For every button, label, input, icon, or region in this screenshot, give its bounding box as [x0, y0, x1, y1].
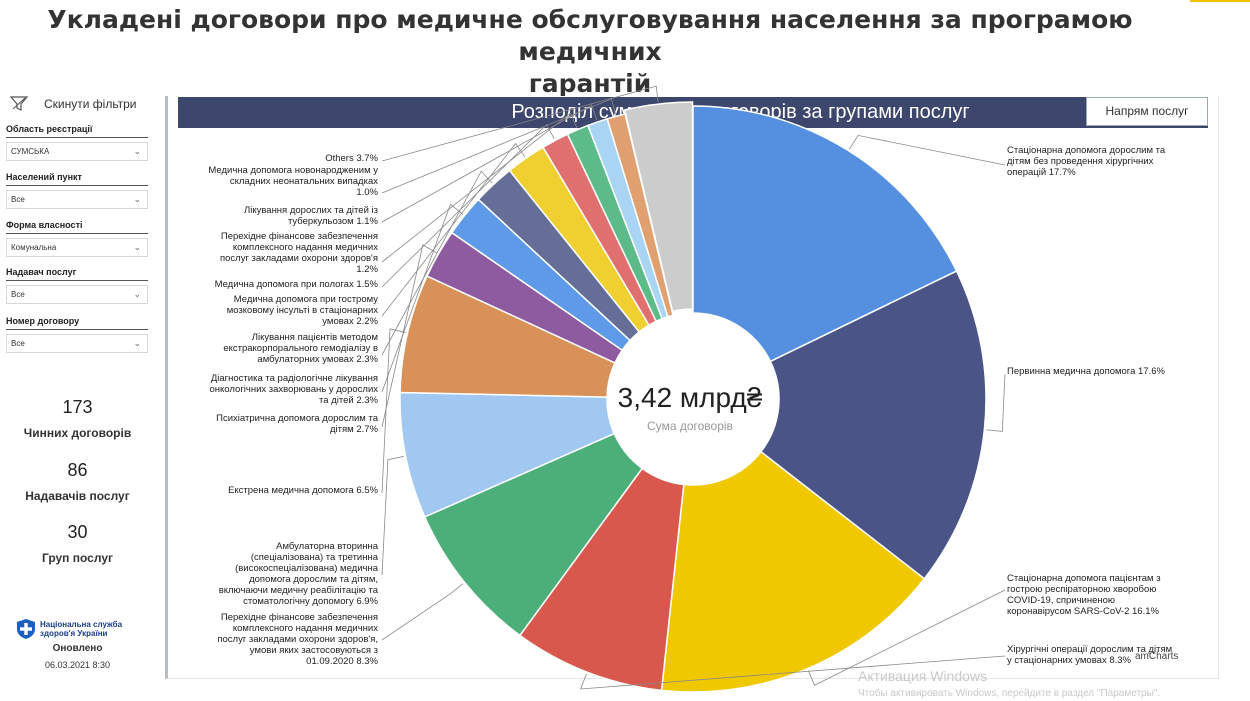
filter-contract-number: Номер договору Все ⌄	[6, 316, 148, 353]
pie-leader-line	[381, 583, 464, 641]
direction-button[interactable]: Напрям послуг	[1086, 97, 1208, 126]
pie-slice-0[interactable]	[692, 105, 958, 363]
kpi-value: 173	[62, 397, 93, 417]
pie-slice-label: Перехідне фінансове забезпечення комплекс…	[217, 612, 378, 667]
page-title: Укладені договори про медичне обслуговув…	[0, 4, 1180, 100]
filter-label: Населений пункт	[6, 172, 148, 186]
pie-slice-label: Стаціонарна допомога пацієнтам з гострою …	[1007, 573, 1161, 617]
kpi-value: 86	[67, 460, 88, 480]
ownership-select[interactable]: Комунальна ⌄	[6, 238, 148, 257]
reset-filters-button[interactable]: Скинути фільтри	[10, 96, 137, 112]
filter-label: Номер договору	[6, 316, 148, 330]
pie-slice-label: Медична допомога при пологах 1.5%	[215, 279, 379, 290]
pie-leader-line	[849, 134, 1006, 166]
chevron-down-icon: ⌄	[133, 289, 141, 299]
total-value: 3,42 млрд₴	[618, 382, 763, 413]
kpi-label: Груп послуг	[41, 551, 113, 565]
page-title-line1: Укладені договори про медичне обслуговув…	[47, 5, 1133, 66]
kpi-providers: 86 Надавачів послуг	[0, 459, 155, 503]
pie-slice-label: Лікування дорослих та дітей із туберкульо…	[244, 205, 379, 227]
kpi-label: Чинних договорів	[23, 426, 132, 440]
total-label: Сума договорів	[647, 419, 733, 433]
filter-provider: Надавач послуг Все ⌄	[6, 267, 148, 304]
ownership-select-value: Комунальна	[11, 243, 57, 252]
reset-filters-label: Скинути фільтри	[44, 97, 137, 111]
top-accent-rule	[1190, 0, 1250, 2]
pie-leader-line	[381, 142, 526, 317]
pie-slice-1[interactable]	[759, 270, 987, 580]
pie-leader-line	[381, 456, 404, 576]
provider-select-value: Все	[11, 290, 25, 299]
kpi-label: Надавачів послуг	[25, 489, 130, 503]
chevron-down-icon: ⌄	[133, 338, 141, 348]
pie-slice-label: Діагностика та радіологічне лікування онк…	[210, 373, 379, 406]
filter-region: Область реєстрації СУМСЬКА ⌄	[6, 124, 148, 161]
pie-leader-line	[381, 244, 437, 428]
filter-label: Форма власності	[6, 220, 148, 234]
pie-leader-line	[381, 123, 555, 288]
pie-slice-label: Первинна медична допомога 17.6%	[1007, 366, 1165, 377]
pie-slice-label: Стаціонарна допомога дорослим та дітям бе…	[1007, 145, 1166, 178]
settlement-select-value: Все	[11, 195, 25, 204]
chevron-down-icon: ⌄	[133, 242, 141, 252]
region-select[interactable]: СУМСЬКА ⌄	[6, 142, 148, 161]
brand-line1: Національна служба	[40, 620, 123, 629]
filter-settlement: Населений пункт Все ⌄	[6, 172, 148, 209]
pie-center	[607, 313, 779, 485]
pie-slice-label: Амбулаторна вторинна (спеціалізована) та …	[219, 541, 379, 607]
pie-slice-label: Медична допомога при гострому мозковому і…	[227, 294, 379, 327]
settlement-select[interactable]: Все ⌄	[6, 190, 148, 209]
pie-slice-label: Психіатрична допомога дорослим та дітям 2…	[216, 413, 379, 435]
nszu-logo: Національна служба здоров'я України	[16, 618, 122, 640]
sidebar: Скинути фільтри Область реєстрації СУМСЬ…	[0, 88, 155, 701]
region-select-value: СУМСЬКА	[11, 147, 50, 156]
pie-slice-label: Медична допомога новонародженим у складни…	[208, 165, 378, 198]
filter-label: Надавач послуг	[6, 267, 148, 281]
pie-leader-line	[381, 85, 659, 162]
kpi-active-contracts: 173 Чинних договорів	[0, 396, 155, 440]
pie-leader-line	[579, 655, 1006, 690]
chevron-down-icon: ⌄	[133, 146, 141, 156]
windows-activation-text: Чтобы активировать Windows, перейдите в …	[858, 688, 1161, 699]
pie-leader-line	[381, 328, 406, 494]
pie-leader-line	[381, 104, 598, 223]
pie-slice-label: Лікування пацієнтів методом екстракорпора…	[223, 332, 378, 365]
kpi-value: 30	[67, 522, 88, 542]
contract-number-select[interactable]: Все ⌄	[6, 334, 148, 353]
shield-icon	[17, 619, 35, 639]
pie-slice-label: Перехідне фінансове забезпечення комплекс…	[220, 231, 379, 275]
filter-ownership: Форма власності Комунальна ⌄	[6, 220, 148, 257]
kpi-service-groups: 30 Груп послуг	[0, 521, 155, 565]
provider-select[interactable]: Все ⌄	[6, 285, 148, 304]
amcharts-credit: amCharts	[1135, 651, 1179, 662]
pie-slice-label: Others 3.7%	[325, 153, 378, 164]
pie-leader-line	[986, 373, 1006, 432]
filter-icon	[10, 96, 28, 111]
pie-slice-label: Екстрена медична допомога 6.5%	[228, 485, 378, 496]
pie-leader-line	[381, 112, 578, 263]
updated-label: Оновлено	[52, 643, 103, 654]
pie-slice-15[interactable]	[623, 101, 694, 313]
brand-line2: здоров'я України	[40, 629, 108, 638]
updated-date: 06.03.2021 8:30	[44, 660, 111, 670]
pie-leader-line	[807, 589, 1006, 686]
pie-slice-label: Хірургічні операції дорослим та дітям у с…	[1007, 644, 1172, 666]
contract-number-select-value: Все	[11, 339, 25, 348]
pie-leader-line	[381, 98, 616, 194]
windows-activation-title: Активация Windows	[858, 668, 988, 684]
chevron-down-icon: ⌄	[133, 194, 141, 204]
filter-label: Область реєстрації	[6, 124, 148, 138]
